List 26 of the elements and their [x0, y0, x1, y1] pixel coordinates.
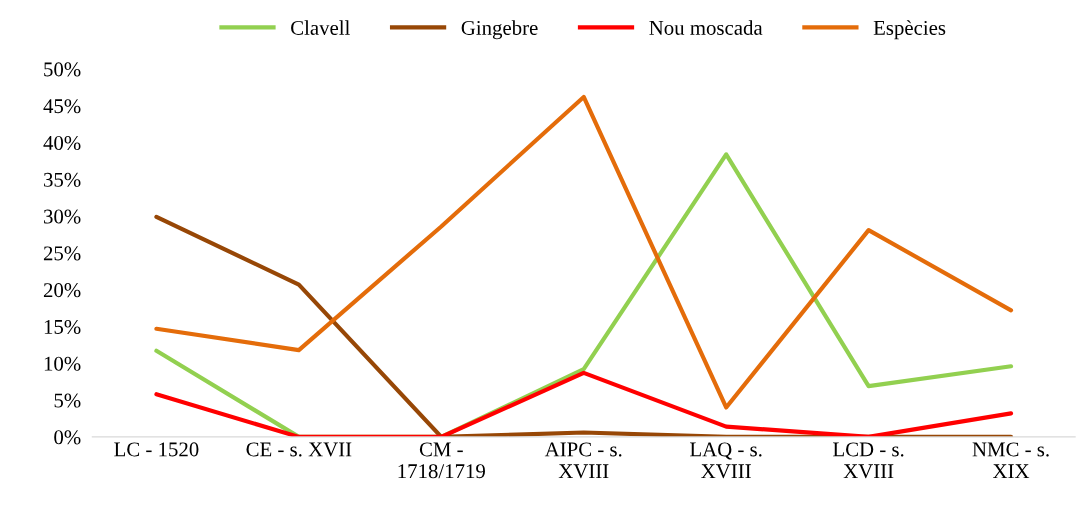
line-series: [154, 214, 1014, 437]
line-series: [154, 152, 1014, 437]
y-tick-label: 5%: [54, 393, 81, 408]
x-tick-label: CE - s. XVII: [246, 442, 352, 457]
x-tick-label: NMC - s. XIX: [972, 442, 1049, 479]
y-tick-label: 35%: [44, 172, 81, 187]
y-tick-label: 30%: [44, 209, 81, 224]
y-tick-label: 50%: [44, 62, 81, 77]
legend-label: Espècies: [873, 20, 946, 40]
line-series: [154, 370, 1014, 437]
legend-label: Gingebre: [461, 20, 538, 40]
line-series: [154, 94, 1014, 410]
y-tick-label: 0%: [54, 430, 81, 445]
y-tick-label: 25%: [43, 246, 81, 261]
legend-label: Nou moscada: [649, 20, 763, 35]
x-tick-label: LC - 1520: [114, 442, 199, 457]
legend-label: Clavell: [291, 20, 350, 35]
x-tick-label: LCD - s. XVIII: [833, 442, 904, 479]
y-tick-label: 15%: [44, 319, 81, 335]
x-tick-label: LAQ - s. XVIII: [690, 442, 762, 479]
y-tick-label: 20%: [43, 283, 81, 298]
x-tick-label: AIPC - s. XVIII: [544, 442, 622, 479]
y-tick-label: 10%: [44, 356, 81, 371]
y-tick-label: 45%: [43, 99, 81, 114]
y-tick-label: 40%: [43, 135, 81, 151]
x-tick-label: CM - 1718/1719: [398, 442, 485, 479]
